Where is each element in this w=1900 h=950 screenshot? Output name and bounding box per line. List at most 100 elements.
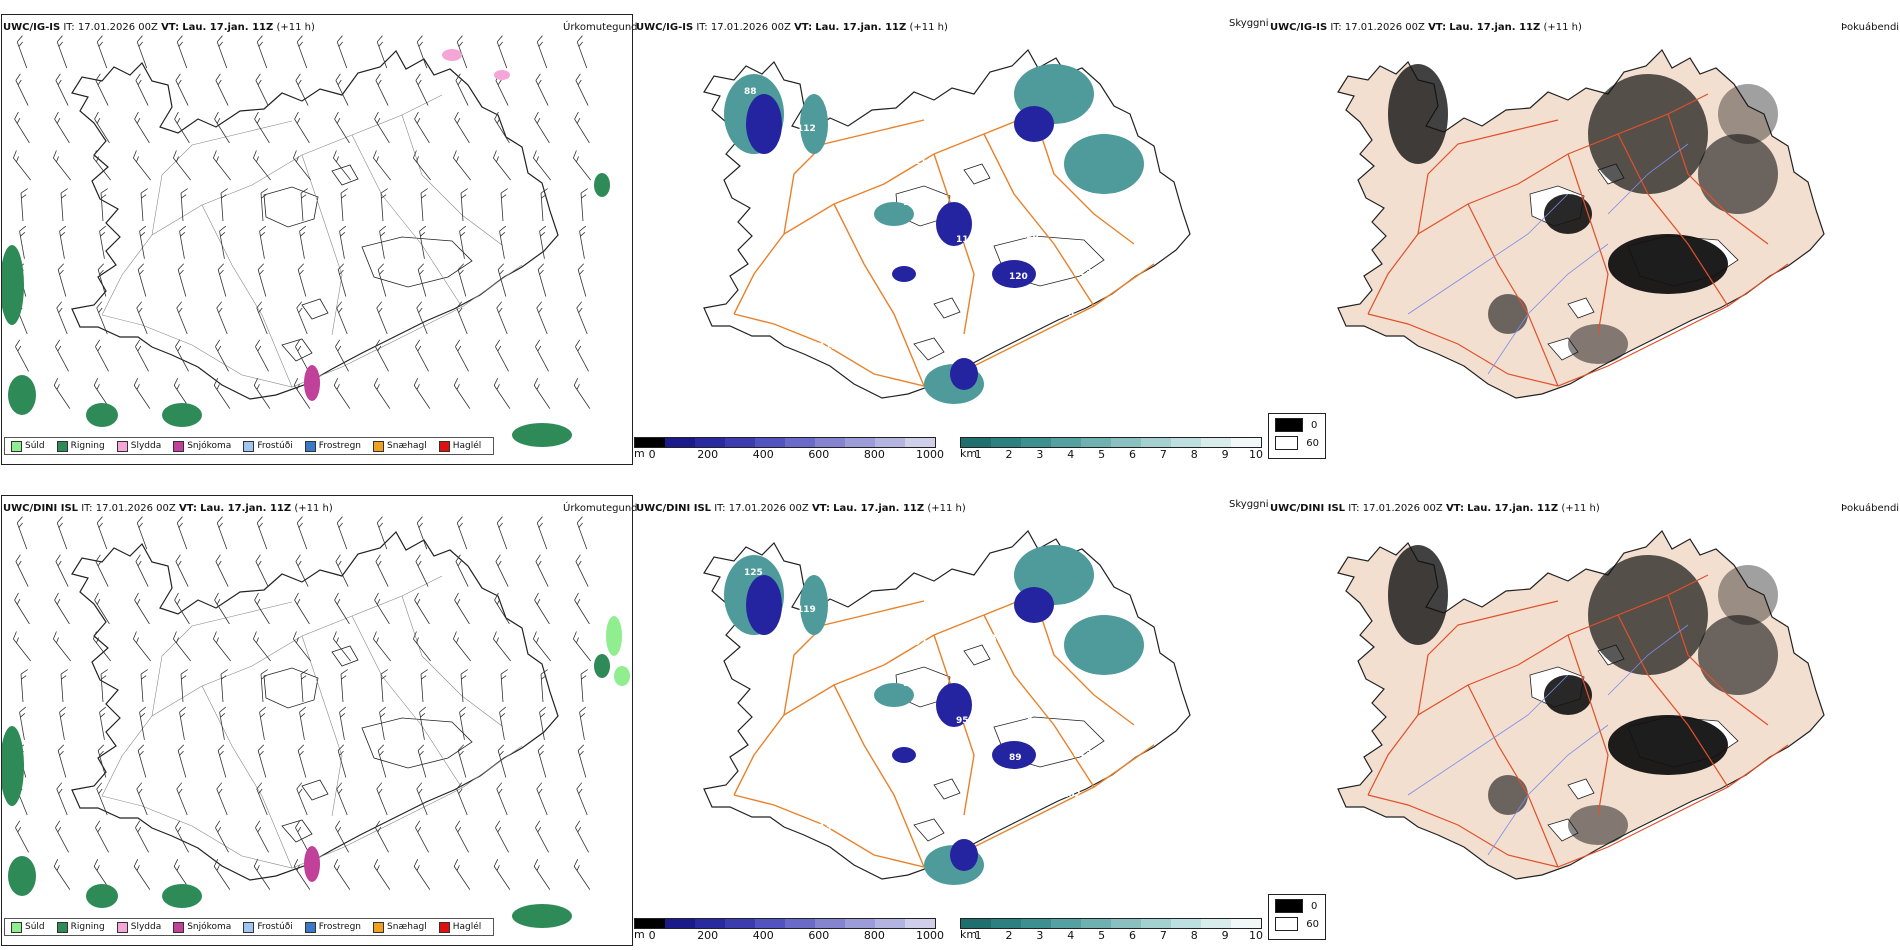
ceiling-bar — [634, 437, 936, 448]
ceiling-value-label: 222 — [808, 864, 827, 874]
glacier-outline — [263, 186, 319, 228]
ceiling-value-label: 95 — [956, 716, 969, 726]
glacier-outline — [361, 236, 473, 288]
lead-time: (+11 h) — [294, 503, 333, 514]
colorbar-bin — [1081, 438, 1111, 447]
ceiling-bar — [634, 918, 936, 929]
fog-index-areas — [1388, 64, 1778, 364]
glacier-outline — [331, 645, 359, 667]
lead-time: (+11 h) — [1543, 22, 1582, 33]
colorbar-tick-label: 7 — [1159, 448, 1167, 461]
legend-label: Súld — [25, 441, 45, 451]
legend-item: Snjókoma — [173, 921, 231, 933]
legend-swatch — [56, 440, 68, 452]
colorbar-bin — [1141, 438, 1171, 447]
ceiling-value-label: 188 — [808, 383, 827, 393]
vt-label: VT: — [1445, 503, 1464, 514]
ceiling-value-label: 103 — [967, 675, 986, 685]
iceland-coastline — [71, 531, 559, 881]
fog-scale-swatch — [1275, 436, 1299, 450]
ceiling-value-label: 112 — [797, 124, 816, 134]
glacier-outline — [263, 667, 319, 709]
ceiling-value-label: 113 — [1073, 749, 1092, 759]
ceiling-colorbar-row2: m 0 200 400 600 800 1000 — [634, 918, 944, 942]
fog-scale-swatch — [1275, 899, 1303, 913]
vis-header-row2: UWC/DINI ISL IT: 17.01.2026 00Z VT: Lau.… — [636, 503, 966, 514]
legend-swatch — [11, 921, 22, 933]
lead-time: (+11 h) — [927, 503, 966, 514]
it-value: 17.01.2026 00Z — [95, 503, 176, 514]
colorbar-bin — [635, 919, 665, 928]
precip-header-row2: UWC/DINI ISL IT: 17.01.2026 00Z VT: Lau.… — [3, 503, 333, 514]
colorbar-bin — [1051, 919, 1081, 928]
colorbar-tick-label: 3 — [1036, 448, 1044, 461]
colorbar-bin — [665, 438, 695, 447]
fog-header-row2: UWC/DINI ISL IT: 17.01.2026 00Z VT: Lau.… — [1270, 503, 1600, 514]
colorbar-tick-label: 8 — [1190, 448, 1198, 461]
colorbar-tick-label: 7 — [1159, 929, 1167, 942]
legend-swatch — [373, 440, 385, 452]
river-network — [1407, 143, 1689, 375]
glacier-outline — [933, 297, 961, 319]
colorbar-tick-label: 5 — [1098, 929, 1106, 942]
vt-label: VT: — [811, 503, 830, 514]
ceiling-value-label: 89 — [766, 305, 779, 315]
legend-label: Slydda — [130, 922, 162, 932]
colorbar-bin — [1081, 919, 1111, 928]
precip-title-row1: Úrkomutegund — [563, 22, 638, 33]
fog-scale-row: 60 — [1269, 432, 1325, 450]
legend-label: Súld — [25, 922, 45, 932]
legend-label: Snæhagl — [387, 922, 427, 932]
colorbar-tick-label: 1 — [974, 929, 982, 942]
ceiling-value-label: 113 — [819, 342, 838, 352]
model-name: UWC/DINI ISL — [636, 503, 712, 514]
colorbar-bin — [1231, 919, 1261, 928]
fog-scale-label: 60 — [1306, 918, 1319, 930]
colorbar-tick-label: 5 — [1098, 448, 1106, 461]
glacier-outline — [913, 818, 945, 842]
legend-label: Frostregn — [318, 441, 362, 451]
vt-value: Lau. 17.jan. 11Z — [815, 22, 907, 33]
visibility-unit: km — [960, 928, 978, 941]
legend-label: Rigning — [70, 441, 105, 451]
low-ceiling-areas — [746, 94, 1054, 390]
glacier-outline — [913, 337, 945, 361]
lead-time: (+11 h) — [1561, 503, 1600, 514]
rain-areas — [2, 173, 610, 447]
vt-value: Lau. 17.jan. 11Z — [200, 503, 292, 514]
fog-scale-swatch — [1275, 917, 1299, 931]
legend-label: Slydda — [130, 441, 162, 451]
ceiling-value-label: 94 — [850, 642, 863, 652]
ceiling-value-label: 120 — [1009, 272, 1028, 282]
legend-swatch — [116, 921, 128, 933]
colorbar-tick-label: 2 — [1005, 929, 1013, 942]
ceiling-value-label: 95 — [872, 860, 885, 870]
glacier-outline — [331, 164, 359, 186]
ceiling-value-label: 136 — [925, 597, 944, 607]
visibility-colorbar-row1: km 1 2 3 4 5 6 7 8 9 10 — [960, 437, 1263, 461]
colorbar-tick-label: 600 — [808, 929, 830, 942]
vis-title-row1: Skyggni — [1229, 18, 1269, 29]
legend-swatch — [304, 921, 316, 933]
colorbar-tick-label: 0 — [648, 929, 656, 942]
colorbar-bin — [725, 438, 755, 447]
precip-header-row1: UWC/IG-IS IT: 17.01.2026 00Z VT: Lau. 17… — [3, 22, 315, 33]
visibility-panel-row2: 125 119 94 99 95 89 102 115 222 139 92 103 90 113 110 1… — [634, 495, 1266, 944]
visibility-ticks: 1 2 3 4 5 6 7 8 9 10 — [960, 448, 1263, 461]
vt-value: Lau. 17.jan. 11Z — [1467, 503, 1559, 514]
colorbar-bin — [875, 919, 905, 928]
visibility-panel-row1: 88 112 52 17 118 120 93 176 188 76 11 106 120 123 89 11… — [634, 14, 1266, 463]
colorbar-tick-label: 4 — [1067, 929, 1075, 942]
vis-title-row2: Skyggni — [1229, 499, 1269, 510]
ceiling-value-label: 120 — [1020, 231, 1039, 241]
ceiling-value-label: 176 — [755, 346, 774, 356]
colorbar-tick-label: 600 — [808, 448, 830, 461]
vt-value: Lau. 17.jan. 11Z — [833, 503, 925, 514]
ceiling-value-label: 123 — [1073, 268, 1092, 278]
model-name: UWC/IG-IS — [3, 22, 61, 33]
colorbar-tick-label: 1000 — [915, 448, 944, 461]
lead-time: (+11 h) — [276, 22, 315, 33]
glacier-outline — [301, 298, 329, 320]
colorbar-tick-label: 9 — [1221, 929, 1229, 942]
glacier-outline — [301, 779, 329, 801]
